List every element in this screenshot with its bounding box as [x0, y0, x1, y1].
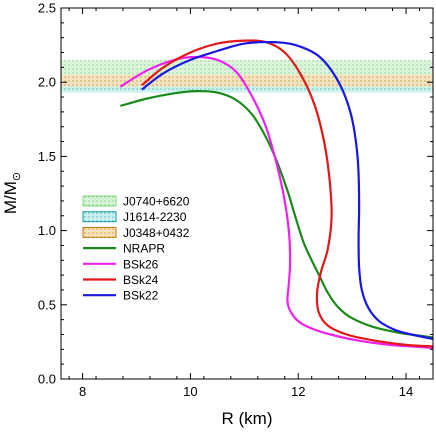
y-tick-label: 1.0: [38, 223, 56, 238]
legend-label-j0740+6620: J0740+6620: [123, 195, 190, 209]
curve-bsk22: [141, 40, 433, 340]
y-axis-ticks: 0.0 0.5 1.0 1.5 2.0 2.5: [38, 1, 433, 387]
legend-label-nrapr: NRAPR: [123, 242, 165, 256]
curve-nrapr: [120, 89, 433, 339]
legend-label-bsk22: BSk22: [123, 289, 159, 303]
y-tick-label: 0.0: [38, 372, 56, 387]
x-tick-label: 10: [183, 384, 197, 399]
band-j0348+0432: [61, 74, 433, 87]
y-axis-label-main: M/M: [1, 181, 20, 214]
legend-label-bsk26: BSk26: [123, 257, 159, 271]
y-tick-label: 2.0: [38, 75, 56, 90]
legend-swatch-j1614-2230: [82, 211, 117, 223]
mass-radius-curves: [119, 39, 433, 349]
legend-swatch-j0740+6620: [82, 195, 117, 207]
curve-bsk26: [119, 55, 433, 349]
x-tick-label: 14: [399, 384, 413, 399]
plot-frame: [60, 7, 434, 380]
legend-swatch-j0348+0432: [82, 226, 117, 238]
y-axis-label: M/M⊙: [1, 172, 23, 214]
legend-label-j1614-2230: J1614-2230: [123, 210, 187, 224]
y-axis-label-sun-symbol: ⊙: [11, 172, 23, 181]
legend-label-bsk24: BSk24: [123, 273, 159, 287]
svg-text:M/M⊙: M/M⊙: [1, 172, 23, 214]
y-tick-label: 1.5: [38, 149, 56, 164]
curve-bsk24: [141, 39, 433, 348]
x-tick-label: 8: [79, 384, 86, 399]
y-tick-label: 0.5: [38, 297, 56, 312]
x-tick-label: 12: [291, 384, 305, 399]
x-axis-ticks: 8 10 12 14: [68, 8, 421, 399]
x-axis-label: R (km): [222, 409, 273, 428]
legend-label-j0348+0432: J0348+0432: [123, 226, 190, 240]
y-tick-label: 2.5: [38, 1, 56, 16]
